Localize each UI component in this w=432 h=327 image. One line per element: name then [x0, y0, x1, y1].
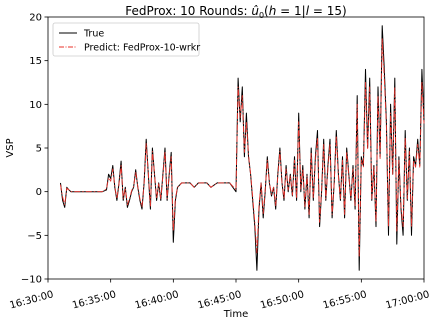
y-tick-label: 10 [29, 100, 42, 111]
plot-area: −10 −5 0 5 10 15 20 16:30:00 16:35:00 16:40:00 16… [9, 13, 431, 312]
y-tick-label: −5 [27, 231, 42, 242]
chart-title: FedProx: 10 Rounds: û0(h = 1|l = 15) [125, 4, 346, 20]
x-tick-label: 16:30:00 [9, 289, 55, 311]
x-tick-label: 16:40:00 [134, 289, 180, 311]
x-tick-label: 16:55:00 [322, 289, 368, 311]
x-tick-label: 16:35:00 [71, 289, 117, 311]
x-tick-label: 16:50:00 [259, 289, 305, 311]
x-axis-label: Time [223, 309, 248, 320]
series-line-true [61, 26, 425, 271]
y-tick-label: 20 [29, 13, 42, 24]
series-layer [61, 26, 425, 271]
y-tick-label: 15 [29, 56, 42, 67]
legend: True Predict: FedProx-10-wrkr [53, 23, 200, 56]
y-axis-label: VSP [5, 138, 16, 157]
y-tick-label: 5 [36, 144, 42, 155]
x-axis-ticks: 16:30:00 16:35:00 16:40:00 16:45:00 16:50:00… [9, 279, 431, 312]
x-tick-label: 17:00:00 [385, 289, 431, 311]
series-line-predict [61, 39, 425, 257]
y-axis-ticks: −10 −5 0 5 10 15 20 [21, 13, 48, 286]
legend-label-true: True [83, 29, 104, 40]
y-tick-label: 0 [36, 187, 42, 198]
y-tick-label: −10 [21, 275, 42, 286]
legend-label-predict: Predict: FedProx-10-wrkr [84, 43, 200, 54]
